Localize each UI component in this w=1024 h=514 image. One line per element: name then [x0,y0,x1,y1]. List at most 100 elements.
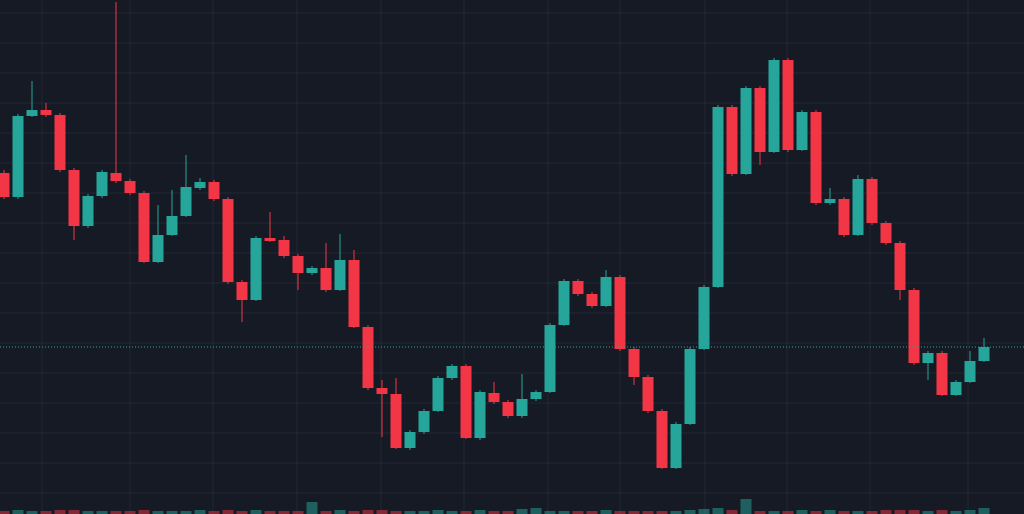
volume-bar [208,511,220,514]
volume-bar [348,511,360,514]
volume-bar [166,511,178,514]
candle-body [698,287,710,349]
volume-bar [516,509,528,514]
candle-body [446,366,458,378]
candle-body [138,193,150,262]
candle-body [152,235,164,262]
volume-bar [838,511,850,514]
candle-body [978,347,990,361]
candle-body [530,392,542,399]
volume-bar [26,511,38,514]
volume-bar [460,511,472,514]
candle-body [348,260,360,327]
volume-bar [334,510,346,514]
volume-bar [152,511,164,514]
candle-body [208,182,220,199]
candle-body [600,277,612,306]
candle-body [628,349,640,377]
volume-bar [866,511,878,514]
candle-body [54,115,66,170]
volume-bar [852,511,864,514]
volume-bar [292,511,304,514]
candle-body [726,107,738,174]
volume-bar [894,510,906,514]
volume-bar [124,511,136,514]
volume-bar [586,511,598,514]
volume-bar [670,511,682,514]
candle-body [950,382,962,395]
volume-bar [12,510,24,514]
volume-bar [180,511,192,514]
candle-body [334,260,346,290]
volume-bar [600,510,612,514]
candle-body [82,196,94,226]
candle-body [670,424,682,468]
volume-bar [558,511,570,514]
candle-body [866,179,878,223]
volume-bar [698,509,710,514]
volume-bar [796,510,808,514]
candle-body [390,394,402,448]
candle-body [852,179,864,235]
volume-bar [446,511,458,514]
candle-body [502,402,514,416]
candle-body [222,199,234,282]
volume-bar [376,510,388,514]
candle-body [684,349,696,424]
volume-bar [614,511,626,514]
volume-bar [96,511,108,514]
candle-body [474,392,486,438]
volume-bar [40,511,52,514]
candle-body [264,238,276,241]
candle-body [0,173,10,197]
candle-body [418,411,430,432]
candle-body [236,282,248,300]
candle-body [544,325,556,392]
candle-body [586,294,598,306]
candle-body [124,181,136,193]
volume-bar [572,511,584,514]
volume-bar [712,508,724,514]
volume-bar [68,510,80,514]
volume-bar [82,511,94,514]
volume-bar [754,511,766,514]
candle-body [250,238,262,300]
volume-bar [642,511,654,514]
volume-bar [264,511,276,514]
candle-body [936,353,948,395]
volume-bar [628,511,640,514]
candle-body [404,432,416,448]
candle-body [194,182,206,188]
candle-body [320,268,332,290]
candle-body [180,187,192,216]
candle-body [432,378,444,411]
volume-bar [684,510,696,514]
candle-body [922,353,934,363]
candle-body [376,388,388,394]
volume-bar [110,511,122,514]
candle-body [572,281,584,294]
volume-bar [530,508,542,514]
volume-bar [922,511,934,514]
candle-body [908,290,920,363]
candle-body [488,393,500,402]
candle-body [40,110,52,115]
candle-body [712,107,724,287]
volume-bar [404,511,416,514]
volume-bar [824,510,836,514]
candle-body [754,88,766,152]
candle-body [362,327,374,388]
candle-body [740,88,752,174]
volume-bar [740,499,752,514]
candle-body [460,366,472,438]
volume-bar [474,510,486,514]
volume-bar [194,510,206,514]
volume-bar [768,511,780,514]
volume-bar [222,510,234,514]
candle-body [614,277,626,349]
candle-body [110,173,122,181]
volume-bar [936,510,948,514]
volume-bar [880,510,892,514]
